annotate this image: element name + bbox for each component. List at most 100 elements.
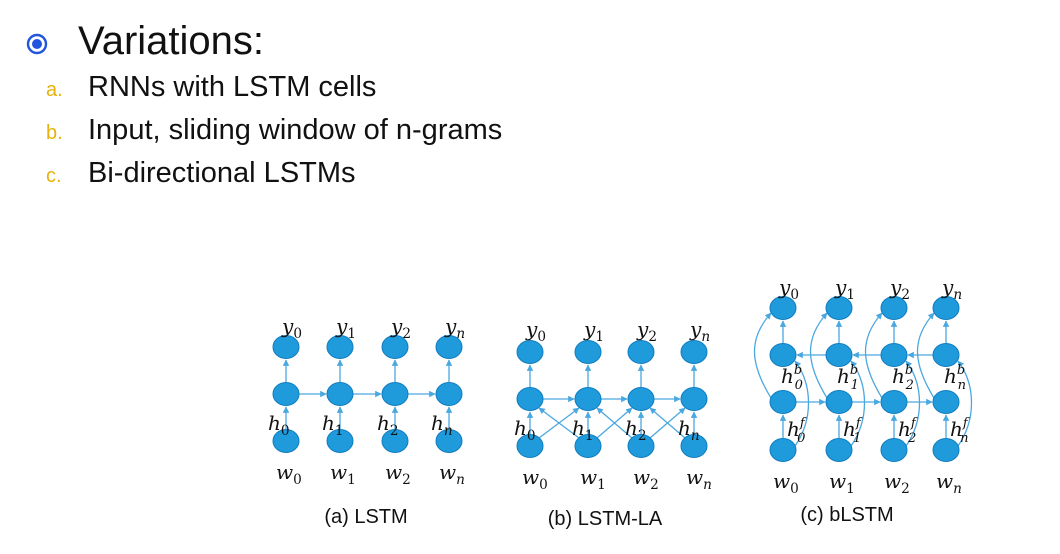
input-label: wn [936, 469, 962, 497]
input-node [880, 438, 908, 462]
input-label: wn [439, 460, 465, 488]
output-label: y0 [525, 317, 546, 345]
forward-to-output-arrow [864, 312, 883, 399]
list-marker: b. [46, 122, 63, 144]
input-node [769, 438, 797, 462]
input-label: w0 [773, 469, 799, 497]
blstm-caption: (c) bLSTM [800, 504, 893, 526]
forward-to-output-arrow [916, 312, 935, 399]
output-node [627, 340, 655, 364]
list-marker: a. [46, 79, 63, 101]
input-node [932, 438, 960, 462]
input-node [326, 429, 354, 453]
output-node [435, 335, 463, 359]
backward-cell-node [880, 343, 908, 367]
lstm-cell-node [516, 387, 544, 411]
input-node [627, 434, 655, 458]
output-label: y2 [636, 317, 657, 345]
lookback-arrow [538, 407, 580, 439]
output-label: yn [444, 314, 465, 342]
lstm-cell-node [381, 382, 409, 406]
lstm-cell-node [326, 382, 354, 406]
list-item-text: Input, sliding window of n-grams [88, 114, 503, 146]
backward-hidden-label: hb 2 [892, 363, 914, 393]
lstm-cell-node [680, 387, 708, 411]
forward-cell-node [769, 390, 797, 414]
input-node [680, 434, 708, 458]
input-label: w2 [633, 465, 659, 493]
input-to-backward-arrow [794, 360, 810, 447]
backward-cell-node [932, 343, 960, 367]
forward-cell-node [880, 390, 908, 414]
forward-cell-node [825, 390, 853, 414]
lstm-cell-node [574, 387, 602, 411]
output-label: y0 [281, 314, 302, 342]
input-node [574, 434, 602, 458]
input-label: w1 [330, 460, 356, 488]
input-node [516, 434, 544, 458]
input-label: wn [686, 465, 712, 493]
backward-cell-node [769, 343, 797, 367]
list-item-text: Bi-directional LSTMs [88, 157, 356, 189]
backward-hidden-label: hb 0 [781, 363, 803, 393]
output-label: y0 [778, 275, 799, 303]
output-label: y2 [889, 275, 910, 303]
hidden-label: hn [431, 411, 453, 439]
lstm-la-diagram: y0 h0 w0 y1 h1 w1 y2 h2 w2 yn hn wn (b) LSTM-LA [514, 317, 712, 530]
forward-to-output-arrow [809, 312, 828, 399]
lstm-cell-node [627, 387, 655, 411]
lstm-cell-node [272, 382, 300, 406]
lookback-arrow [649, 407, 686, 439]
input-node [825, 438, 853, 462]
lstm-cell-node [435, 382, 463, 406]
input-label: w2 [385, 460, 411, 488]
hidden-label: h0 [268, 411, 290, 439]
input-to-backward-arrow [905, 360, 921, 447]
backward-hidden-label: hb 1 [837, 363, 859, 393]
output-label: yn [689, 317, 710, 345]
output-node [381, 335, 409, 359]
output-node [272, 335, 300, 359]
lookback-arrow [596, 407, 633, 439]
backward-hidden-label: hb n [944, 363, 966, 393]
input-label: w0 [522, 465, 548, 493]
forward-cell-node [932, 390, 960, 414]
output-node [769, 296, 797, 320]
input-node [435, 429, 463, 453]
input-label: w2 [884, 469, 910, 497]
hidden-label: h0 [514, 416, 536, 444]
input-to-backward-arrow [957, 360, 973, 447]
hidden-label: h1 [322, 411, 344, 439]
input-label: w1 [829, 469, 855, 497]
output-label: y1 [834, 275, 855, 303]
forward-hidden-label: hf 0 [787, 416, 807, 446]
forward-hidden-label: hf 1 [843, 416, 863, 446]
input-node [272, 429, 300, 453]
lstm-caption: (a) LSTM [324, 506, 407, 528]
hidden-label: h2 [377, 411, 399, 439]
output-node [932, 296, 960, 320]
output-node [574, 340, 602, 364]
input-label: w0 [276, 460, 302, 488]
output-label: yn [941, 275, 962, 303]
list-marker: c. [46, 165, 62, 187]
forward-to-output-arrow [753, 312, 772, 399]
hidden-label: h2 [625, 416, 647, 444]
output-label: y2 [390, 314, 411, 342]
input-node [381, 429, 409, 453]
lstm-diagram: y0 h0 w0 y1 h1 w1 y2 h2 w2 yn hn wn (a) LSTM [268, 314, 465, 528]
forward-hidden-label: hf 2 [898, 416, 918, 446]
backward-cell-node [825, 343, 853, 367]
blstm-diagram: y0 hb 0 hf 0 w0 y1 hb 1 hf 1 w1 y2 hb 2 hf 2 w2 yn hb n hf n wn… [753, 275, 973, 526]
hidden-label: hn [678, 416, 700, 444]
output-label: y1 [335, 314, 356, 342]
output-node [326, 335, 354, 359]
output-node [516, 340, 544, 364]
slide-heading: Variations: [78, 19, 265, 63]
output-node [825, 296, 853, 320]
radio-bullet-icon [26, 33, 48, 55]
list-item: a. RNNs with LSTM cells [46, 66, 502, 109]
output-node [880, 296, 908, 320]
input-label: w1 [580, 465, 606, 493]
